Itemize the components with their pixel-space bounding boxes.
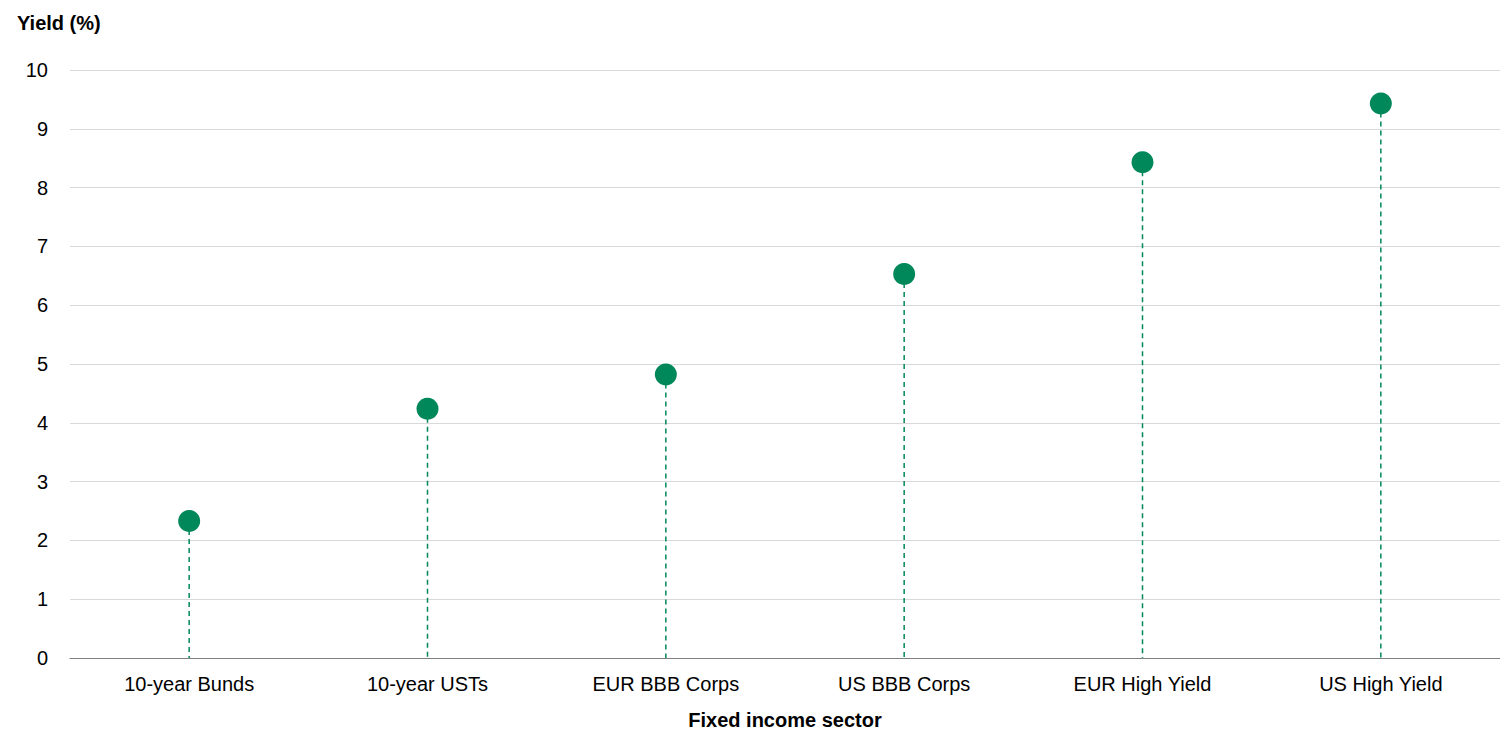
svg-text:6: 6 <box>37 294 48 316</box>
svg-text:4: 4 <box>37 412 48 434</box>
svg-text:EUR High Yield: EUR High Yield <box>1074 673 1212 695</box>
svg-text:2: 2 <box>37 529 48 551</box>
svg-text:Yield (%): Yield (%) <box>17 12 101 34</box>
svg-text:Fixed income sector: Fixed income sector <box>688 709 882 731</box>
svg-text:3: 3 <box>37 471 48 493</box>
svg-text:10: 10 <box>26 59 48 81</box>
svg-text:US BBB Corps: US BBB Corps <box>838 673 970 695</box>
svg-text:EUR BBB Corps: EUR BBB Corps <box>592 673 739 695</box>
svg-text:8: 8 <box>37 177 48 199</box>
svg-text:10-year Bunds: 10-year Bunds <box>124 673 254 695</box>
svg-text:1: 1 <box>37 588 48 610</box>
svg-text:7: 7 <box>37 235 48 257</box>
svg-text:US High Yield: US High Yield <box>1319 673 1442 695</box>
svg-text:5: 5 <box>37 353 48 375</box>
svg-text:0: 0 <box>37 647 48 669</box>
svg-text:10-year USTs: 10-year USTs <box>367 673 488 695</box>
svg-text:9: 9 <box>37 118 48 140</box>
